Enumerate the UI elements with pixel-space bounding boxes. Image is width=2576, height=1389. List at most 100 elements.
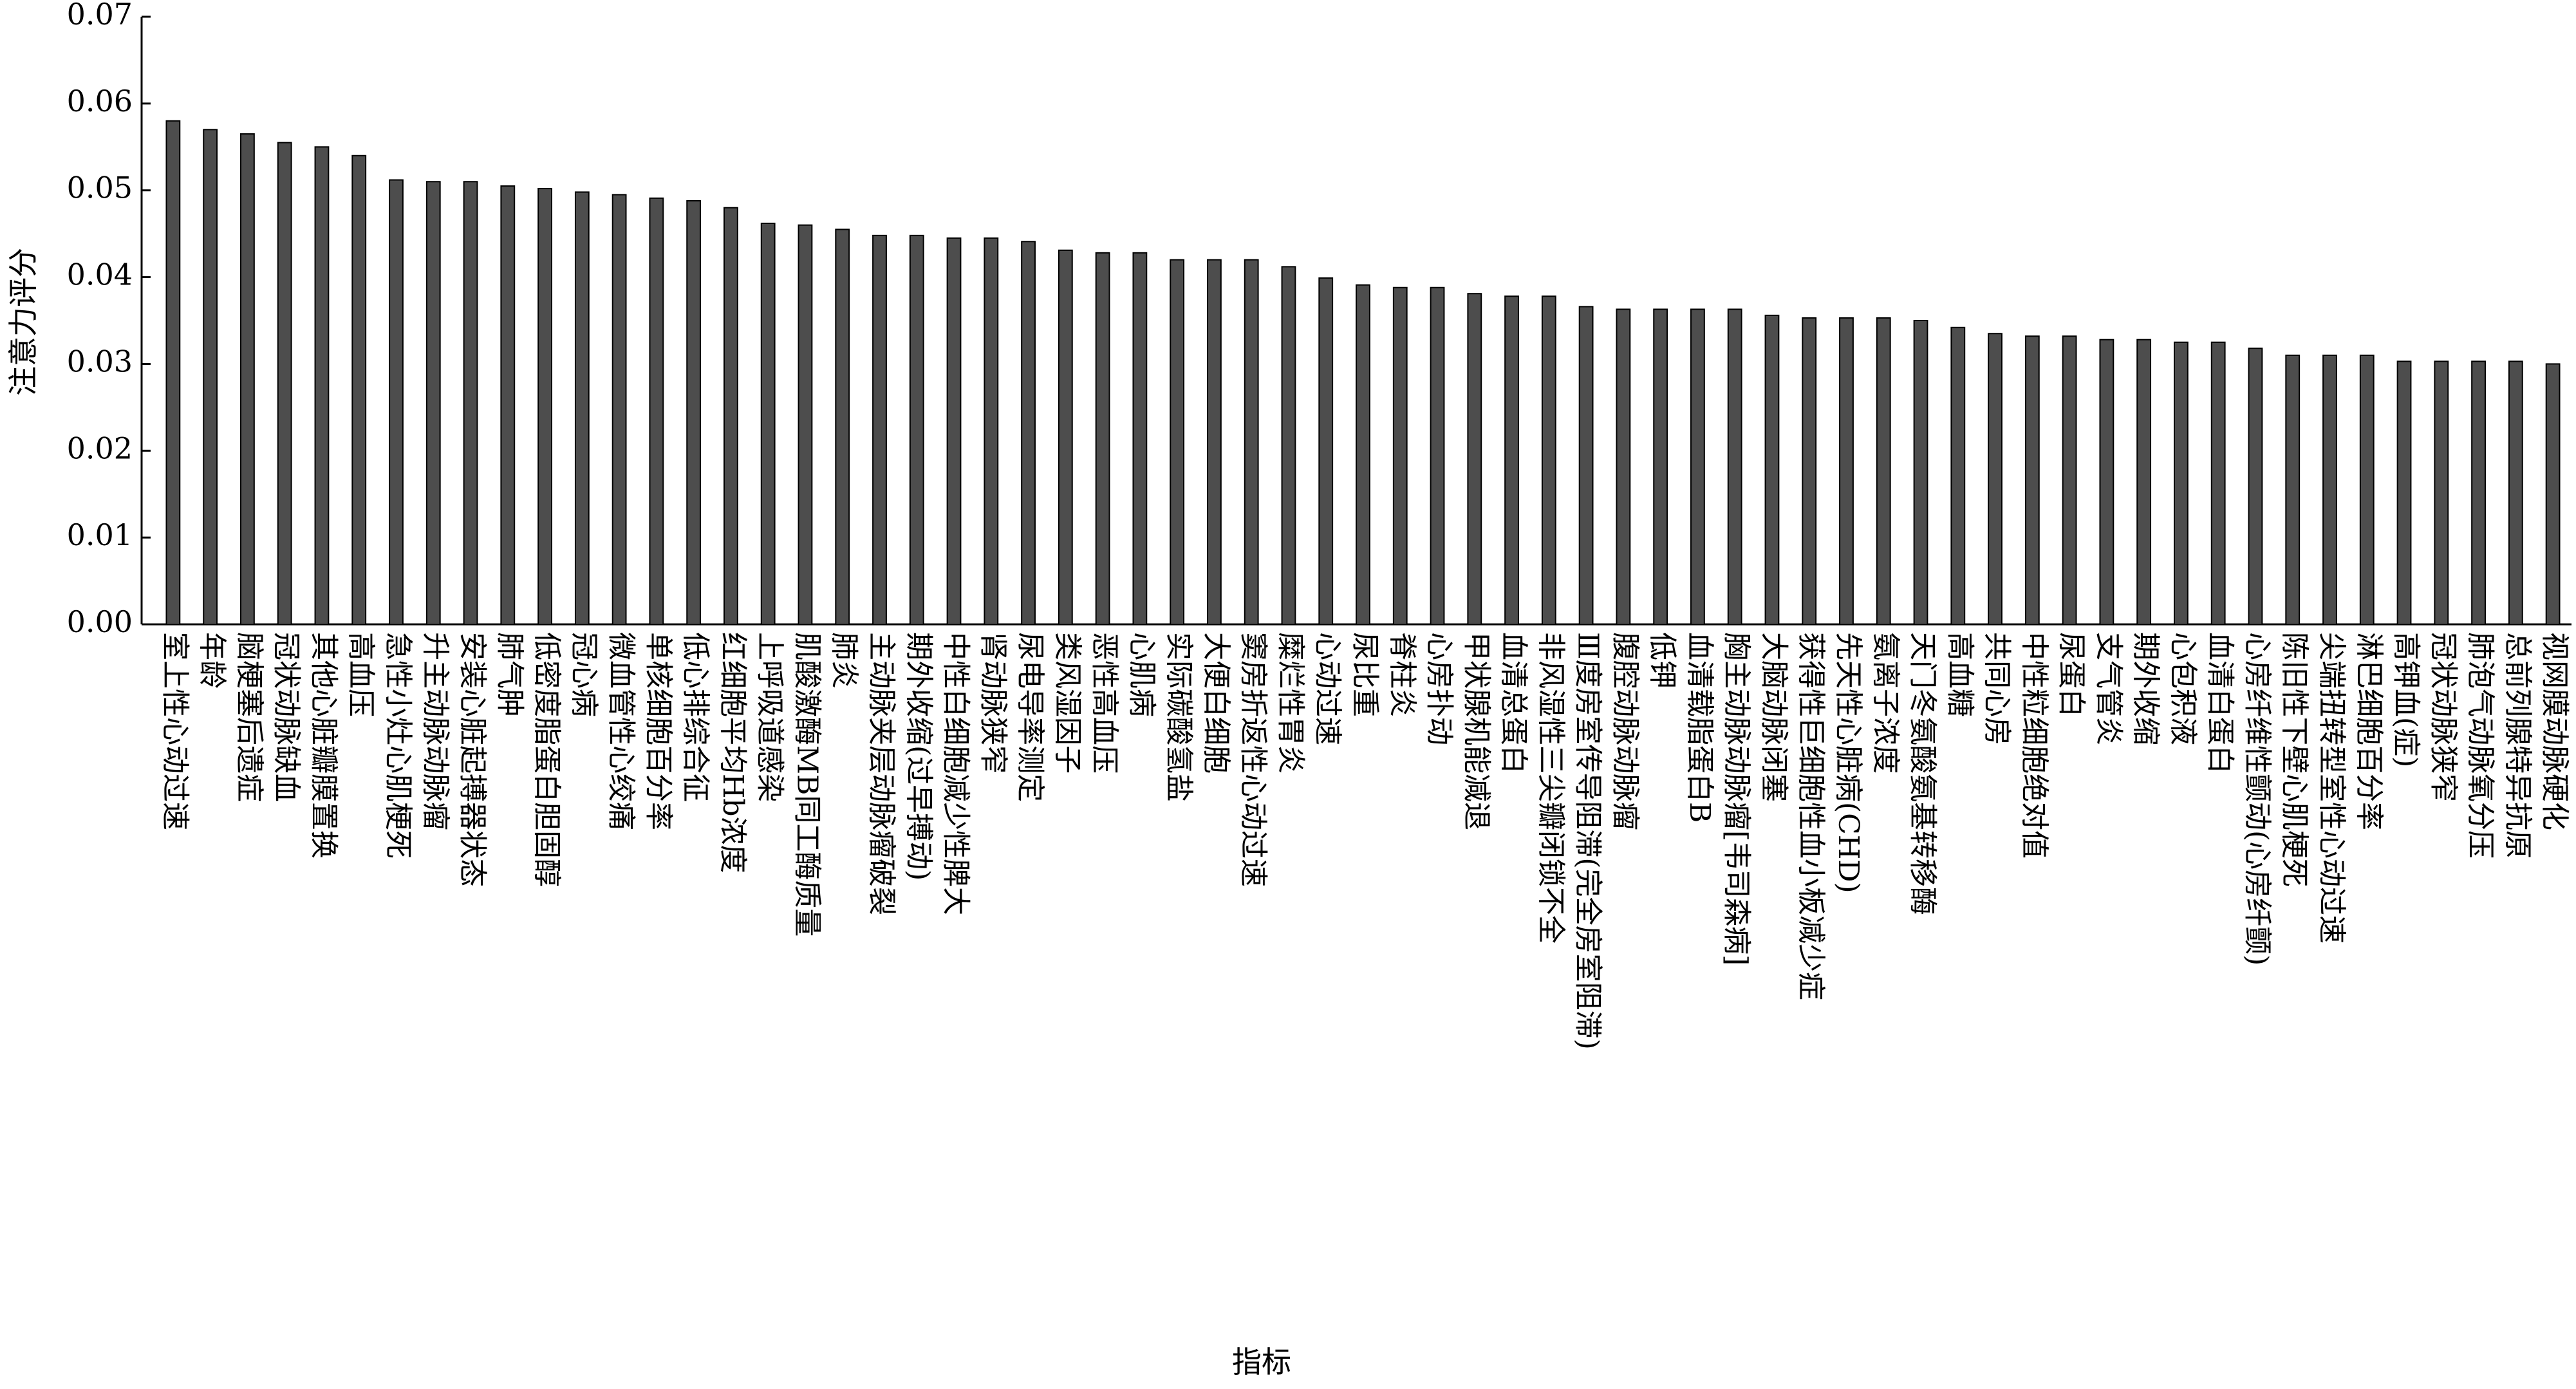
x-tick-label: 肺气肿 xyxy=(493,632,526,717)
bar xyxy=(946,237,962,625)
bar xyxy=(1802,317,1817,625)
bar xyxy=(240,133,255,626)
bar xyxy=(500,185,516,625)
x-tick-label: 心肌病 xyxy=(1125,632,1158,717)
x-tick-label: 低心排综合征 xyxy=(679,632,712,802)
bar xyxy=(2099,339,2114,625)
x-tick-label: 窦房折返性心动过速 xyxy=(1237,632,1270,887)
bar xyxy=(2136,339,2152,625)
bar xyxy=(2174,341,2189,625)
x-tick-label: 天门冬氨酸氨基转移酶 xyxy=(1907,632,1939,915)
bar xyxy=(1727,308,1742,625)
x-tick-label: 获得性巨细胞性血小板减少症 xyxy=(1795,632,1827,1000)
bar xyxy=(2285,354,2301,625)
x-tick-label: 高血压 xyxy=(344,632,377,717)
bar xyxy=(984,237,999,625)
x-tick-label: 陈旧性下壁心肌梗死 xyxy=(2278,632,2311,887)
x-tick-label: 冠状动脉狭窄 xyxy=(2427,632,2459,802)
y-tick-label: 0.02 xyxy=(67,431,133,465)
bar xyxy=(1653,308,1668,625)
y-tick-label: 0.06 xyxy=(67,84,133,118)
bar xyxy=(1244,259,1259,626)
bar xyxy=(1021,241,1036,625)
x-tick-label: 低钾 xyxy=(1646,632,1679,689)
x-tick-label: 高血糖 xyxy=(1943,632,1976,717)
x-tick-label: 血清载脂蛋白B xyxy=(1683,632,1716,823)
bar xyxy=(611,194,627,625)
bar xyxy=(2434,360,2449,626)
x-tick-label: 胸主动脉动脉瘤[韦司森病] xyxy=(1721,632,1753,965)
x-tick-label: 先天性心脏病(CHD) xyxy=(1832,632,1865,893)
x-tick-label: 心包积液 xyxy=(2167,632,2199,745)
y-tick-label: 0.04 xyxy=(67,257,133,292)
bar xyxy=(1876,317,1891,625)
x-tick-label: 腹腔动脉动脉瘤 xyxy=(1609,632,1641,830)
x-tick-label: 肾动脉狭窄 xyxy=(976,632,1009,774)
bar xyxy=(2210,341,2226,625)
bar xyxy=(2508,360,2523,626)
x-tick-label: 微血管性心绞痛 xyxy=(605,632,638,830)
x-tick-label: 肺泡气动脉氧分压 xyxy=(2464,632,2497,859)
bar xyxy=(686,200,702,625)
x-tick-label: 总前列腺特异抗原 xyxy=(2501,632,2534,859)
x-tick-label: 甲状腺机能减退 xyxy=(1460,632,1493,830)
bar xyxy=(1950,326,1966,625)
bar xyxy=(2248,348,2263,625)
x-tick-label: 主动脉夹层动脉瘤破裂 xyxy=(865,632,898,915)
bar xyxy=(1616,308,1631,625)
x-tick-label: 支气管炎 xyxy=(2092,632,2125,745)
x-tick-label: 脊柱炎 xyxy=(1386,632,1419,717)
bar xyxy=(203,129,218,626)
x-tick-label: 氨离子浓度 xyxy=(1869,632,1902,774)
bar xyxy=(1913,320,1928,625)
x-tick-label: 冠状动脉缺血 xyxy=(270,632,303,802)
bar xyxy=(1392,286,1408,625)
bar xyxy=(2024,335,2040,625)
x-tick-label: 尿比重 xyxy=(1349,632,1381,717)
x-tick-label: 高钾血(症) xyxy=(2390,632,2423,767)
bar xyxy=(872,234,887,625)
bar xyxy=(165,120,181,626)
bar xyxy=(389,179,404,625)
x-tick-label: 中性白细胞减少性脾大 xyxy=(940,632,973,915)
x-tick-label: 共同心房 xyxy=(1981,632,2013,745)
x-tick-label: 大便白细胞 xyxy=(1200,632,1233,774)
bar xyxy=(1541,295,1556,625)
bar xyxy=(1356,284,1370,625)
x-tick-label: 期外收缩(过早搏动) xyxy=(902,632,935,881)
x-tick-label: 心房纤维性颤动(心房纤颤) xyxy=(2241,632,2273,965)
x-tick-label: Ⅲ度房室传导阻滞(完全房室阻滞) xyxy=(1572,632,1605,1050)
y-tick-label: 0.03 xyxy=(67,344,133,378)
bar xyxy=(1467,293,1482,625)
x-tick-label: 血清白蛋白 xyxy=(2204,632,2237,774)
x-tick-label: 尿电导率测定 xyxy=(1014,632,1047,802)
bar xyxy=(1207,259,1222,626)
bar xyxy=(723,207,738,625)
x-tick-label: 心房扑动 xyxy=(1423,632,1456,745)
x-tick-label: 肺炎 xyxy=(828,632,861,689)
x-tick-label: 实际碳酸氢盐 xyxy=(1162,632,1195,802)
x-tick-label: 中性粒细胞绝对值 xyxy=(2018,632,2051,859)
bar xyxy=(798,224,813,625)
x-axis-label: 指标 xyxy=(1232,1345,1291,1379)
x-tick-label: 期外收缩 xyxy=(2129,632,2162,745)
x-tick-label: 淋巴细胞百分率 xyxy=(2353,632,2385,830)
x-tick-label: 单核细胞百分率 xyxy=(642,632,675,830)
x-tick-label: 糜烂性胃炎 xyxy=(1274,632,1307,774)
bar xyxy=(537,188,552,625)
y-tick-label: 0.01 xyxy=(67,517,133,552)
y-tick-label: 0.00 xyxy=(67,604,133,639)
bar xyxy=(1578,306,1594,625)
x-tick-label: 安装心脏起搏器状态 xyxy=(456,632,489,887)
x-tick-label: 类风湿因子 xyxy=(1051,632,1084,774)
x-tick-label: 肌酸激酶MB同工酶质量 xyxy=(790,632,823,937)
y-tick-label: 0.05 xyxy=(67,171,133,205)
bar xyxy=(760,222,776,625)
bar xyxy=(1095,252,1110,626)
bar xyxy=(909,234,924,625)
bar xyxy=(2062,335,2077,625)
bar xyxy=(1839,317,1854,625)
bar xyxy=(277,142,292,626)
